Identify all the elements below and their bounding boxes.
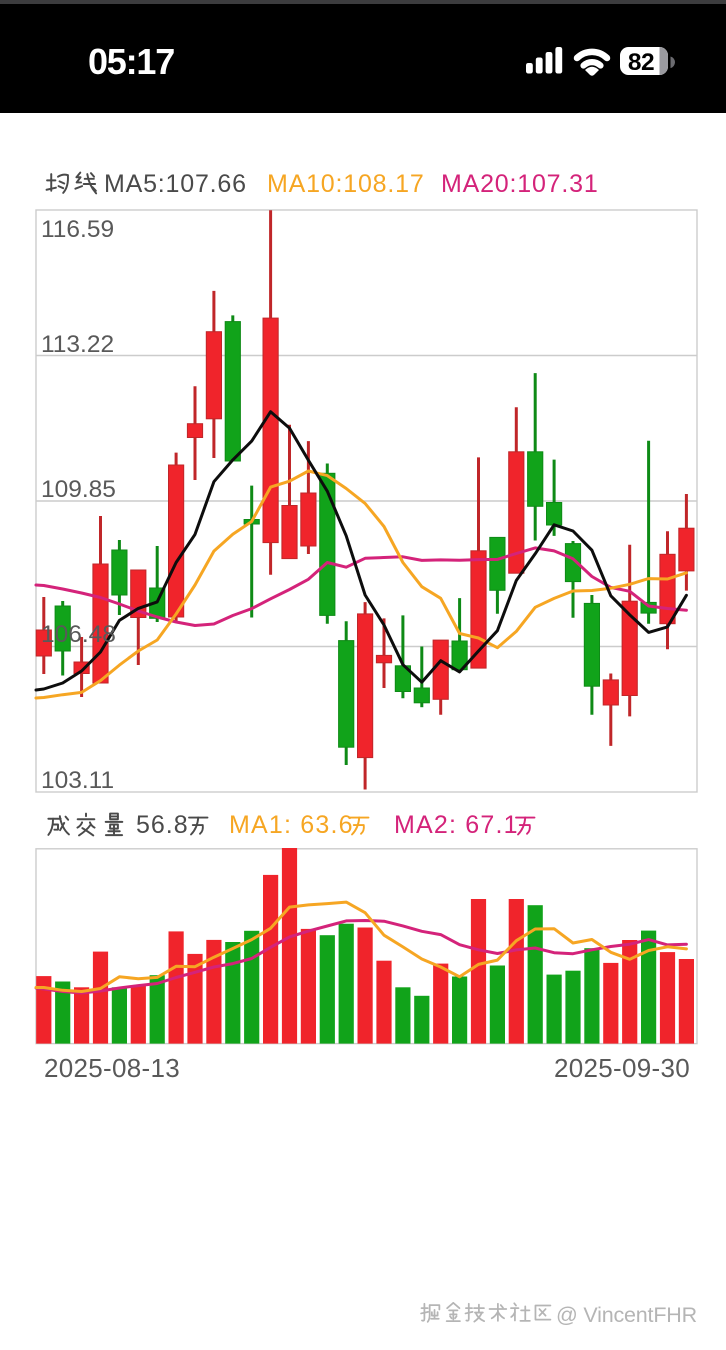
svg-text:MA2: 67.1: MA2: 67.1 [394, 811, 519, 839]
svg-text:MA20:107.31: MA20:107.31 [441, 170, 599, 198]
svg-text:MA1: 63.6: MA1: 63.6 [229, 811, 354, 839]
svg-text:56.8: 56.8 [136, 811, 189, 839]
svg-text:106.48: 106.48 [41, 621, 116, 648]
svg-text:82: 82 [628, 49, 654, 76]
svg-text:@ VincentFHR: @ VincentFHR [556, 1303, 697, 1327]
svg-text:109.85: 109.85 [41, 476, 116, 503]
svg-text:2025-08-13: 2025-08-13 [44, 1053, 180, 1083]
svg-text:05:17: 05:17 [88, 41, 174, 82]
svg-text:MA5:107.66: MA5:107.66 [104, 170, 247, 198]
svg-text:2025-09-30: 2025-09-30 [554, 1053, 690, 1083]
svg-text:MA10:108.17: MA10:108.17 [267, 170, 425, 198]
svg-text:113.22: 113.22 [41, 331, 114, 358]
svg-text:116.59: 116.59 [41, 216, 114, 243]
svg-text:103.11: 103.11 [41, 767, 114, 794]
